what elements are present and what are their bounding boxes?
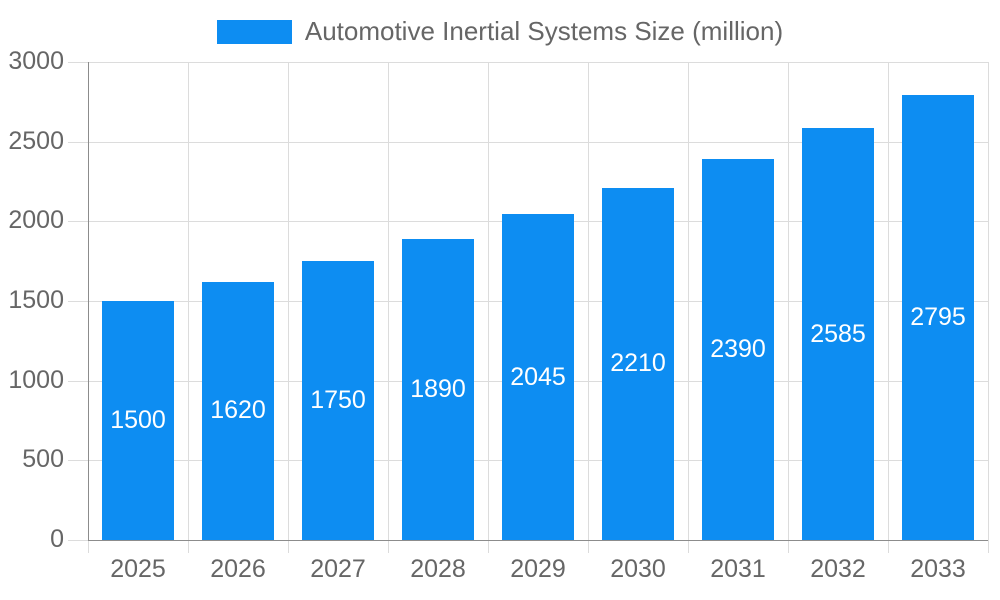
y-axis-tick (68, 301, 88, 302)
y-axis-tick (68, 62, 88, 63)
gridline-vertical (388, 62, 389, 540)
y-axis-label: 1500 (8, 286, 64, 314)
x-axis-tick (988, 540, 989, 553)
bar[interactable]: 2045 (502, 214, 574, 540)
bar[interactable]: 1500 (102, 301, 174, 540)
y-axis-line (88, 62, 89, 540)
y-axis-tick (68, 460, 88, 462)
y-axis-label: 2000 (8, 206, 64, 235)
y-axis-tick (68, 141, 88, 143)
y-axis-label: 2500 (8, 126, 64, 155)
x-axis-label: 2030 (610, 555, 666, 583)
legend-swatch-icon (216, 19, 292, 44)
gridline-horizontal (88, 141, 988, 143)
y-axis-label: 500 (22, 445, 64, 474)
x-axis-label: 2033 (910, 555, 966, 583)
bar[interactable]: 2585 (802, 128, 874, 540)
legend[interactable]: Automotive Inertial Systems Size (millio… (0, 16, 1000, 47)
x-axis-tick (288, 540, 289, 553)
gridline-horizontal (88, 62, 988, 63)
gridline-vertical (788, 62, 789, 540)
x-axis-label: 2028 (410, 555, 466, 583)
gridline-vertical (488, 62, 489, 540)
y-axis-label: 1000 (8, 365, 64, 394)
bar-value-label: 1750 (310, 386, 366, 415)
x-axis-label: 2031 (710, 555, 766, 583)
x-axis-tick (188, 540, 189, 553)
bar-value-label: 1500 (110, 406, 166, 434)
bar[interactable]: 2210 (602, 187, 674, 540)
bar[interactable]: 1620 (202, 281, 274, 540)
gridline-vertical (988, 62, 989, 540)
x-axis-label: 2027 (310, 555, 366, 583)
y-axis-tick (68, 221, 88, 223)
y-axis-tick (68, 380, 88, 382)
x-axis-line (88, 540, 988, 541)
gridline-vertical (188, 62, 189, 540)
y-axis-label: 3000 (8, 47, 64, 75)
bar-value-label: 2795 (910, 302, 966, 331)
bar-value-label: 2585 (810, 319, 866, 348)
gridline-vertical (688, 62, 689, 540)
x-axis-tick (688, 540, 689, 553)
bar-value-label: 1620 (210, 396, 266, 425)
gridline-vertical (288, 62, 289, 540)
plot-area: 0 500 1000 1500 2000 2500 3000 2025 1500 2026 1620… (8, 49, 989, 582)
bar[interactable]: 1750 (302, 261, 374, 540)
bar-value-label: 2390 (710, 335, 766, 364)
x-axis-tick (888, 540, 889, 553)
y-axis-tick (68, 540, 88, 541)
x-axis-label: 2026 (210, 555, 266, 583)
bar[interactable]: 2795 (902, 94, 974, 540)
bar[interactable]: 1890 (402, 238, 474, 540)
bar[interactable]: 2390 (702, 159, 774, 540)
y-axis-label: 0 (50, 525, 64, 553)
x-axis-label: 2025 (110, 555, 166, 583)
gridline-vertical (588, 62, 589, 540)
gridline-vertical (888, 62, 889, 540)
bar-value-label: 1890 (410, 374, 466, 403)
bar-value-label: 2045 (510, 362, 566, 391)
bar-value-label: 2210 (610, 349, 666, 378)
x-axis-tick (388, 540, 389, 553)
x-axis-tick (488, 540, 489, 553)
x-axis-tick (588, 540, 589, 553)
x-axis-tick (788, 540, 789, 553)
legend-label: Automotive Inertial Systems Size (millio… (304, 16, 784, 46)
x-axis-label: 2029 (510, 555, 566, 583)
x-axis-label: 2032 (810, 555, 866, 583)
x-axis-tick (88, 540, 89, 553)
